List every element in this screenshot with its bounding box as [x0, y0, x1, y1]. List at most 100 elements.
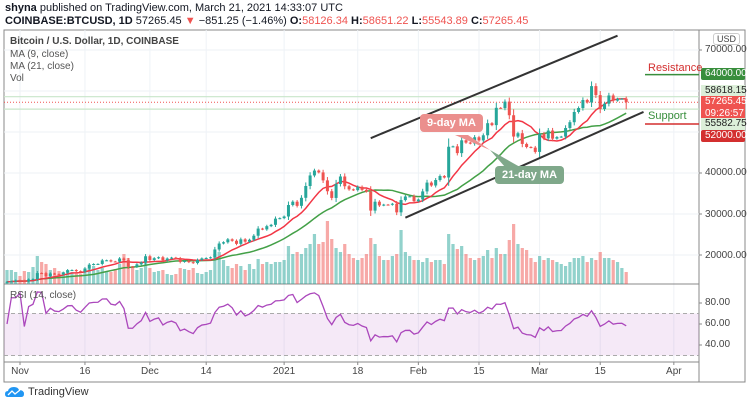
price-tick: 30000.00	[705, 209, 747, 220]
volume-bar	[572, 258, 576, 284]
candle-body	[230, 239, 234, 241]
volume-bar	[403, 252, 407, 284]
volume-bar	[412, 260, 416, 284]
volume-bar	[217, 252, 221, 284]
close-label: C:	[470, 15, 483, 27]
legend-ma9[interactable]: MA (9, close)	[10, 49, 69, 60]
tradingview-logo[interactable]: TradingView	[5, 386, 89, 398]
resistance-annotation: Resistance	[648, 62, 703, 74]
volume-bar	[490, 258, 494, 284]
volume-bar	[481, 256, 485, 284]
volume-bar	[503, 254, 507, 284]
volume-bar	[330, 239, 334, 284]
candle-body	[282, 216, 286, 219]
candle-body	[603, 103, 607, 110]
volume-bar	[87, 268, 91, 284]
time-tick-label: 15	[473, 366, 485, 377]
support-price-label: 52000.00	[701, 130, 747, 142]
candle-body	[408, 196, 412, 198]
candle-body	[247, 239, 251, 242]
candle-body	[260, 228, 264, 230]
candle-body	[343, 176, 347, 187]
candle-body	[525, 143, 529, 148]
legend-ma21[interactable]: MA (21, close)	[10, 61, 74, 72]
volume-bar	[74, 273, 78, 284]
volume-bar	[382, 260, 386, 284]
volume-bar	[304, 248, 308, 284]
volume-bar	[187, 270, 191, 284]
low-label: L:	[411, 15, 422, 27]
candle-body	[170, 257, 174, 259]
candle-body	[624, 98, 628, 103]
candle-body	[369, 191, 373, 211]
volume-bar	[542, 260, 546, 284]
volume-bar	[520, 248, 524, 284]
volume-bar	[321, 242, 325, 284]
volume-bar	[343, 244, 347, 284]
volume-bar	[507, 240, 511, 284]
candle-body	[507, 101, 511, 116]
low-value: 55543.89	[421, 15, 468, 27]
tradingview-cloud-icon	[5, 387, 24, 397]
rsi-tick: 80.00	[705, 297, 731, 308]
high-label: H:	[351, 15, 363, 27]
volume-bar	[165, 274, 169, 284]
candle-body	[252, 235, 256, 240]
volume-bar	[308, 244, 312, 284]
candle-body	[204, 257, 208, 259]
volume-bar	[178, 268, 182, 284]
candle-body	[412, 196, 416, 202]
candle-body	[334, 183, 338, 198]
candle-body	[607, 95, 611, 104]
volume-bar	[550, 260, 555, 284]
candle-body	[312, 170, 316, 176]
brand-name: TradingView	[28, 386, 89, 398]
volume-bar	[61, 272, 65, 284]
ma9-annotation: 9-day MA	[420, 114, 483, 132]
candle-body	[100, 260, 104, 264]
candle-body	[330, 191, 334, 198]
candle-body	[308, 175, 312, 186]
time-tick-label: 14	[200, 366, 212, 377]
time-tick-label: Feb	[409, 366, 427, 377]
volume-bar	[559, 264, 563, 284]
ma9-line	[6, 98, 627, 283]
volume-bar	[317, 244, 321, 284]
candle-body	[79, 271, 83, 273]
volume-bar	[563, 266, 568, 284]
candle-body	[235, 240, 238, 244]
candle-body	[373, 201, 377, 211]
volume-bar	[576, 258, 581, 284]
volume-bar	[152, 272, 156, 284]
legend-rsi[interactable]: RSI (14, close)	[10, 290, 77, 301]
ma21-annotation: 21-day MA	[495, 166, 565, 184]
candle-body	[295, 201, 299, 206]
candle-body	[447, 146, 451, 178]
volume-bar	[143, 262, 148, 284]
volume-bar	[247, 264, 252, 284]
volume-bar	[338, 252, 343, 284]
candle-body	[122, 258, 126, 261]
high-value: 58651.22	[362, 15, 409, 27]
legend-vol[interactable]: Vol	[10, 73, 24, 84]
candle-body	[529, 147, 533, 149]
candle-body	[5, 281, 9, 283]
candle-body	[291, 201, 295, 206]
volume-bar	[139, 268, 143, 284]
candle-body	[226, 239, 230, 243]
candle-body	[399, 200, 403, 213]
volume-bar	[109, 272, 113, 284]
candle-body	[92, 264, 96, 266]
volume-bar	[213, 254, 217, 284]
candle-body	[572, 111, 576, 123]
candle-body	[61, 272, 65, 275]
volume-bar	[31, 267, 35, 284]
volume-bar	[169, 275, 174, 284]
candle-body	[559, 136, 563, 138]
time-tick-label: 2021	[273, 366, 296, 377]
volume-bar	[594, 260, 598, 284]
currency-label[interactable]: USD	[713, 33, 741, 45]
volume-bar	[22, 271, 26, 284]
